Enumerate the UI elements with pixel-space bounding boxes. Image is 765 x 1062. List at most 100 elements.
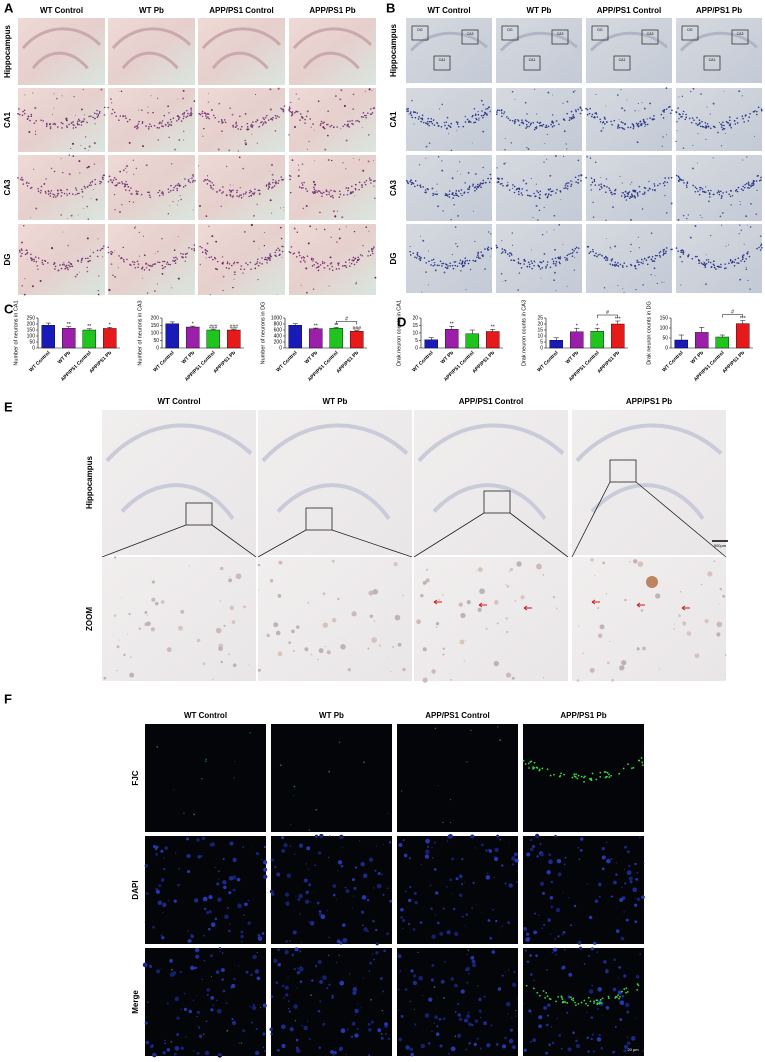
cell [368,230,370,232]
cell [579,849,583,852]
cell [479,1047,482,1050]
cell [654,254,657,257]
cell [494,856,496,858]
cell [438,264,440,267]
cell [567,1047,572,1052]
cell [601,855,606,860]
cell [506,184,509,186]
cell [561,933,564,936]
cell [66,126,68,129]
micrograph [406,88,492,151]
cell [459,893,463,897]
cell [256,976,261,981]
cell [611,258,614,260]
cell [141,109,143,111]
cell [589,250,592,253]
cell [545,991,548,994]
cell [686,186,688,189]
cell [433,841,437,844]
cell [486,1043,491,1048]
cell [580,179,582,182]
cell [397,1009,400,1012]
cell [257,189,260,192]
cell [453,194,455,197]
cell [624,882,627,885]
cell [655,596,657,597]
cell [703,262,706,264]
cell [150,125,153,128]
cell [208,180,210,182]
cell [436,1025,439,1028]
cell [122,115,125,117]
cell [412,974,417,978]
cell [530,260,533,262]
cell [312,180,315,183]
cell [421,291,423,293]
cell [184,253,187,256]
cell [641,258,643,261]
cell [115,115,117,117]
cell [638,185,641,188]
cell [712,193,715,196]
cell [202,896,208,902]
cell [511,676,515,680]
cell [338,190,341,193]
cell [505,617,509,620]
cell [87,257,89,260]
error-bar [699,327,705,333]
cell [190,933,192,936]
cell [420,593,424,598]
cell [61,191,63,194]
cell [116,183,118,186]
cell [745,182,748,185]
cell [532,767,534,770]
x-tick-label: APP/PS1 Pb [88,350,113,375]
cell [313,188,316,190]
cell [445,121,448,123]
cell [705,125,707,127]
cell [673,623,676,625]
cell [572,1031,575,1035]
cell [264,121,266,123]
cell [279,207,281,209]
cell [468,259,471,262]
cell [372,887,375,889]
cell [401,790,403,792]
cell [259,262,261,264]
cell [216,882,220,886]
cell [456,265,459,268]
micrograph [145,724,266,832]
error-bar [169,321,175,324]
cell [366,930,369,933]
significance: *** [615,316,621,322]
cell [21,176,23,179]
cell [545,265,547,268]
cell [552,260,555,263]
cell [231,1020,237,1026]
cell [132,201,135,203]
cell [182,97,185,100]
cell [413,111,415,113]
cell [451,893,453,895]
cell [309,118,312,120]
cell [153,290,156,292]
cell [606,771,609,774]
cell [534,195,537,197]
cell [435,1032,440,1037]
cell [408,857,412,860]
cell [507,117,510,120]
cell [208,927,211,931]
cell [216,999,218,1001]
cell [358,181,361,184]
cell [117,267,119,269]
cell [449,798,452,801]
cell [585,176,588,179]
cell [462,125,465,128]
cell [257,933,261,937]
cell [536,991,539,994]
cell [357,119,359,122]
cell [61,127,63,129]
cell [420,1043,426,1049]
cell [654,257,657,260]
cell [660,113,663,116]
